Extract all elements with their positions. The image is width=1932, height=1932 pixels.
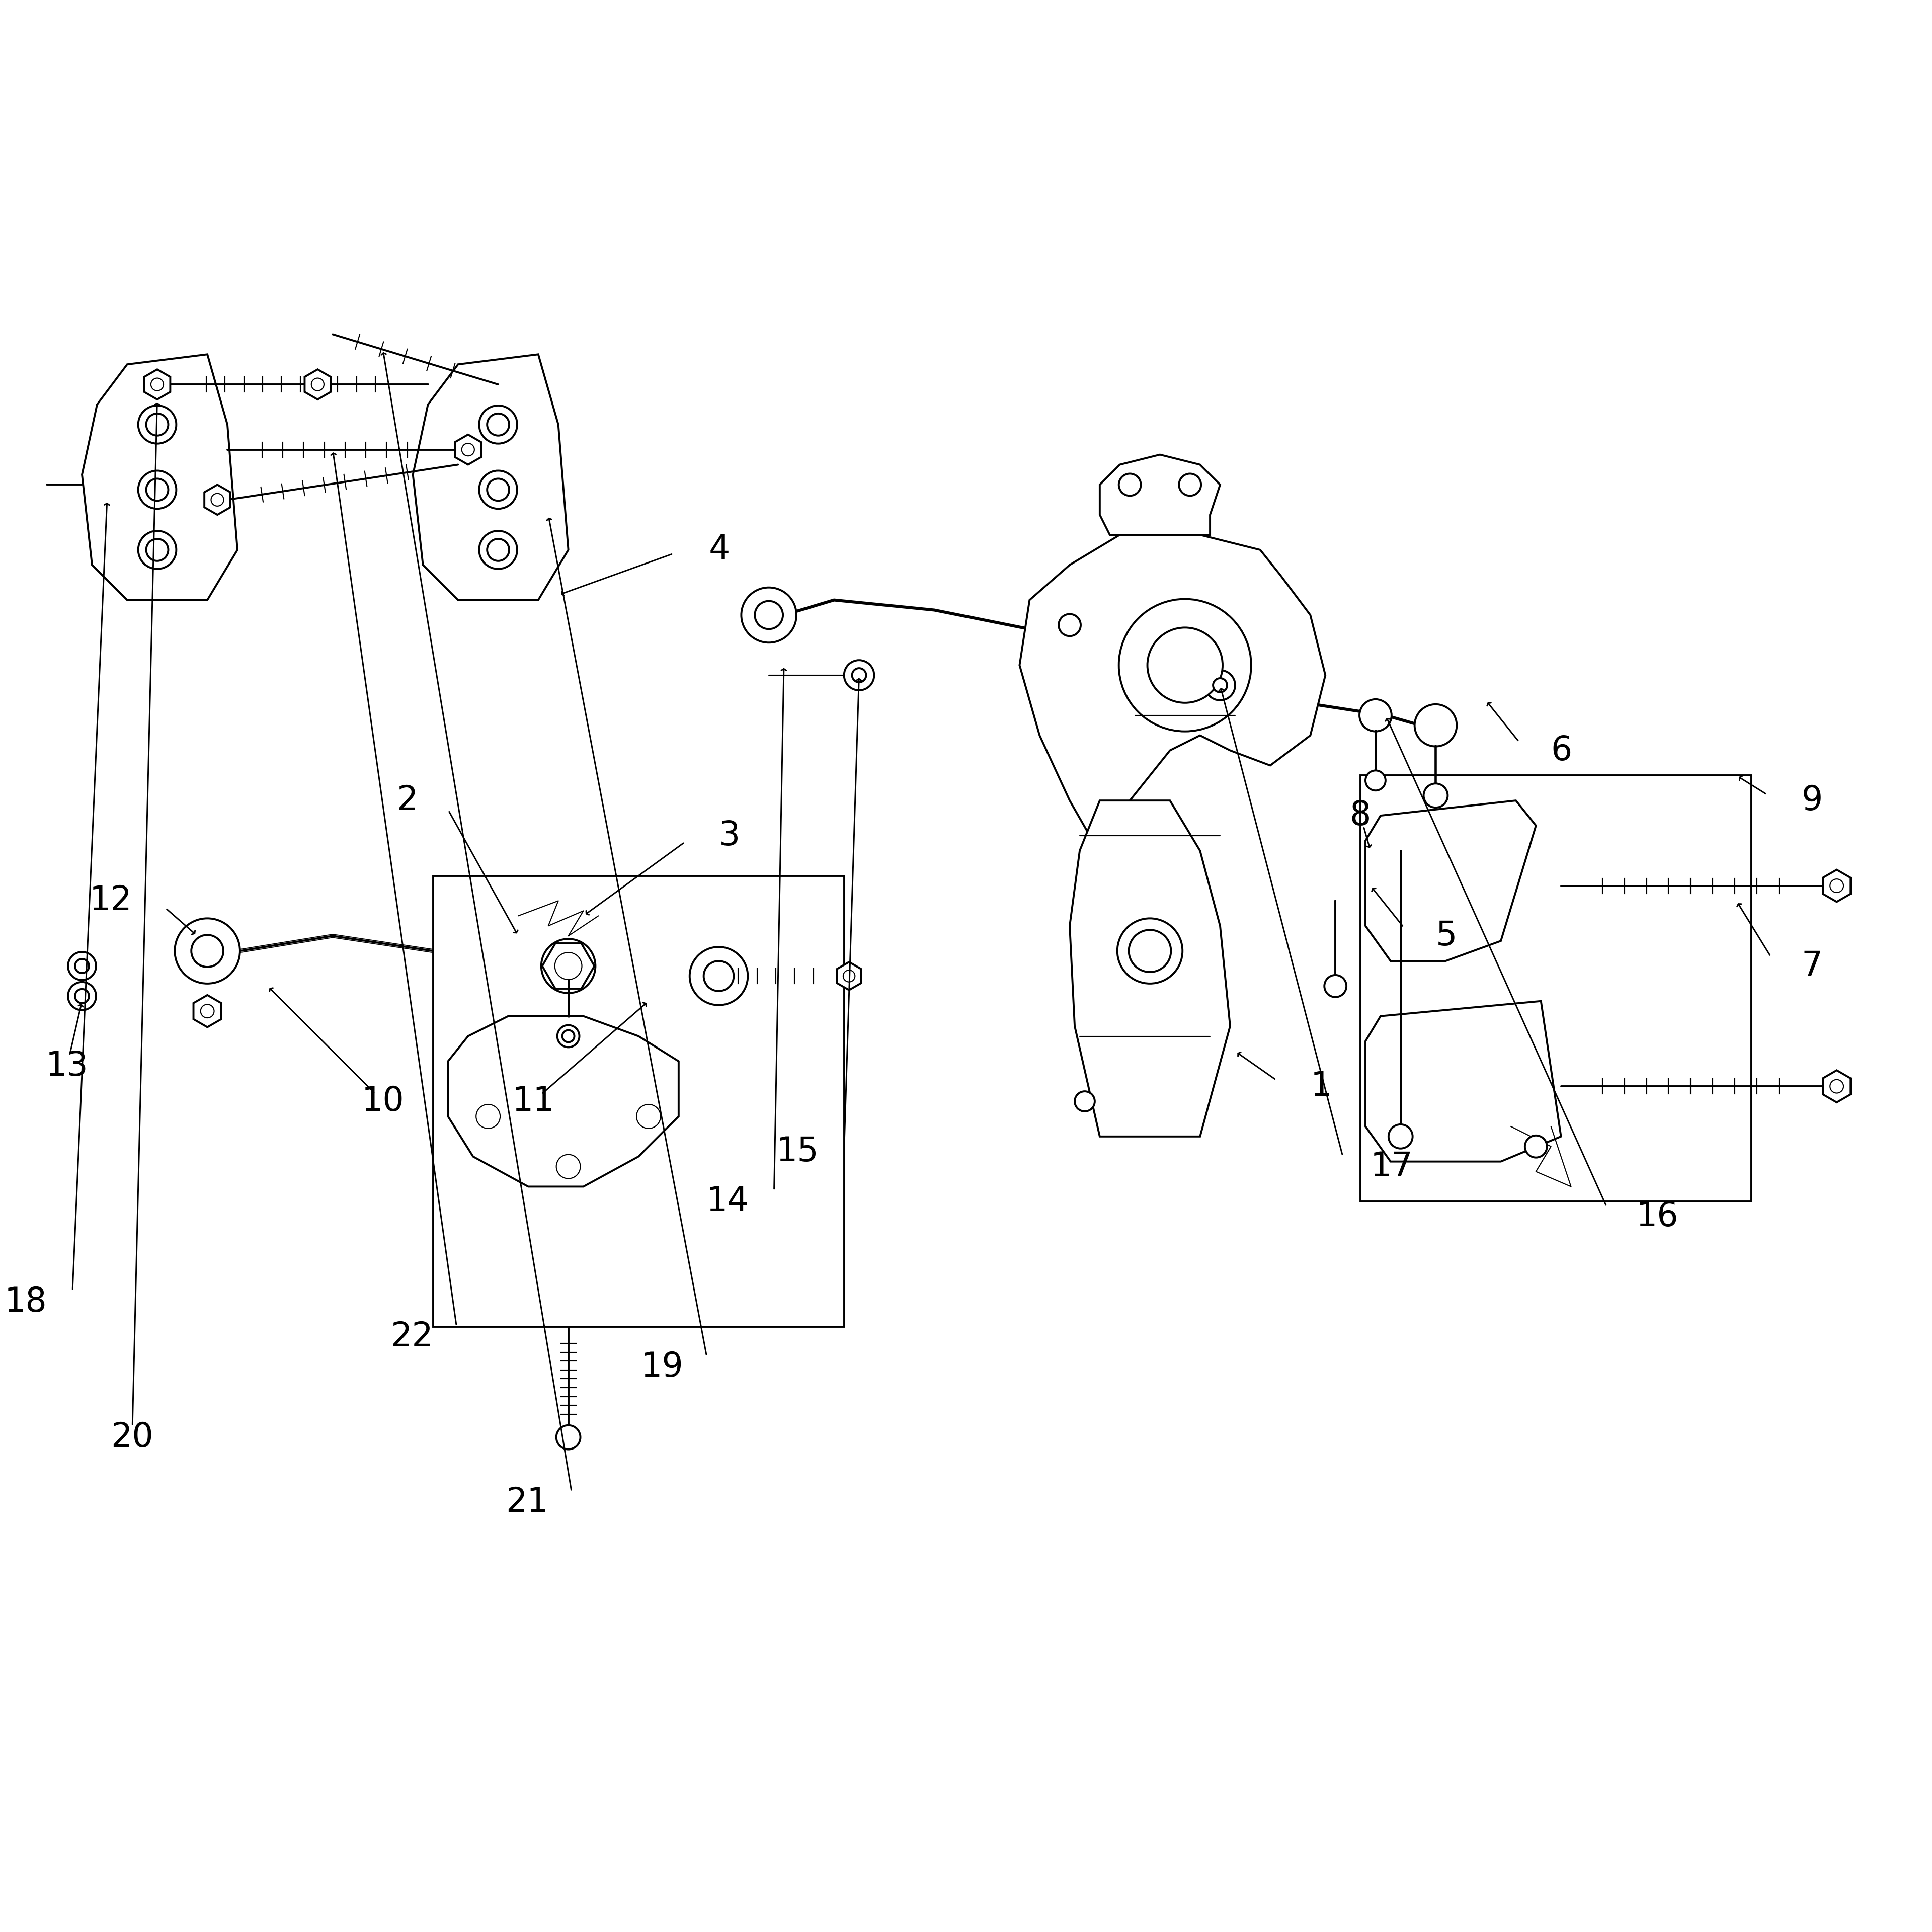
Circle shape	[147, 539, 168, 560]
Circle shape	[1524, 1136, 1548, 1157]
Circle shape	[139, 531, 176, 568]
Polygon shape	[193, 995, 222, 1028]
Circle shape	[479, 471, 518, 508]
Circle shape	[1119, 473, 1142, 497]
Circle shape	[636, 1105, 661, 1128]
Circle shape	[147, 413, 168, 435]
Text: 12: 12	[89, 885, 131, 918]
Polygon shape	[1366, 1001, 1561, 1161]
Circle shape	[556, 1155, 580, 1179]
Circle shape	[690, 947, 748, 1005]
Text: 11: 11	[512, 1084, 554, 1119]
Text: 4: 4	[709, 533, 730, 566]
Circle shape	[1128, 929, 1171, 972]
Circle shape	[1389, 1124, 1412, 1148]
Text: 5: 5	[1435, 920, 1457, 952]
Polygon shape	[305, 369, 330, 400]
Text: 17: 17	[1370, 1150, 1412, 1182]
Circle shape	[742, 587, 796, 643]
Text: 16: 16	[1636, 1200, 1679, 1233]
Text: 20: 20	[110, 1420, 153, 1455]
Circle shape	[462, 442, 475, 456]
Circle shape	[1323, 976, 1347, 997]
Text: 9: 9	[1803, 784, 1824, 817]
Circle shape	[211, 493, 224, 506]
Text: 19: 19	[641, 1350, 684, 1383]
Circle shape	[541, 939, 595, 993]
Circle shape	[311, 379, 325, 390]
Circle shape	[139, 406, 176, 444]
Polygon shape	[205, 485, 230, 514]
Polygon shape	[81, 354, 238, 601]
Polygon shape	[145, 369, 170, 400]
Circle shape	[147, 479, 168, 500]
Polygon shape	[1070, 800, 1231, 1136]
Circle shape	[844, 661, 873, 690]
Text: 18: 18	[4, 1285, 46, 1318]
Circle shape	[1119, 599, 1252, 732]
Text: 22: 22	[390, 1320, 433, 1354]
Bar	[1360, 775, 1752, 1202]
Circle shape	[475, 1105, 500, 1128]
Polygon shape	[837, 962, 862, 989]
Text: 1: 1	[1310, 1070, 1331, 1103]
Circle shape	[852, 668, 866, 682]
Circle shape	[562, 1030, 574, 1041]
Text: 7: 7	[1803, 949, 1824, 983]
Circle shape	[556, 1026, 580, 1047]
Text: 6: 6	[1551, 734, 1573, 767]
Circle shape	[1074, 1092, 1095, 1111]
Circle shape	[68, 981, 97, 1010]
Circle shape	[1059, 614, 1080, 636]
Circle shape	[487, 539, 510, 560]
Circle shape	[1206, 670, 1235, 699]
Text: 14: 14	[705, 1184, 750, 1219]
Circle shape	[479, 406, 518, 444]
Circle shape	[68, 952, 97, 980]
Circle shape	[556, 1426, 580, 1449]
Circle shape	[1830, 1080, 1843, 1094]
Bar	[433, 875, 844, 1327]
Text: 10: 10	[361, 1084, 404, 1119]
Circle shape	[1213, 678, 1227, 692]
Circle shape	[139, 471, 176, 508]
Text: 15: 15	[777, 1134, 819, 1169]
Circle shape	[151, 379, 164, 390]
Circle shape	[1830, 879, 1843, 893]
Circle shape	[1117, 918, 1182, 983]
Circle shape	[703, 960, 734, 991]
Text: 3: 3	[719, 819, 740, 852]
Text: 13: 13	[46, 1049, 89, 1082]
Circle shape	[842, 970, 856, 981]
Text: 8: 8	[1350, 800, 1372, 833]
Polygon shape	[1824, 1070, 1851, 1103]
Polygon shape	[1366, 800, 1536, 960]
Circle shape	[487, 479, 510, 500]
Circle shape	[1179, 473, 1202, 497]
Circle shape	[1148, 628, 1223, 703]
Circle shape	[487, 413, 510, 435]
Circle shape	[174, 918, 240, 983]
Polygon shape	[413, 354, 568, 601]
Circle shape	[1424, 784, 1447, 808]
Polygon shape	[448, 1016, 678, 1186]
Polygon shape	[1020, 535, 1325, 837]
Circle shape	[75, 989, 89, 1003]
Text: 2: 2	[396, 784, 417, 817]
Polygon shape	[456, 435, 481, 466]
Text: 21: 21	[506, 1486, 549, 1519]
Circle shape	[1360, 699, 1391, 732]
Circle shape	[1366, 771, 1385, 790]
Polygon shape	[1824, 869, 1851, 902]
Circle shape	[1414, 705, 1457, 746]
Circle shape	[201, 1005, 214, 1018]
Circle shape	[755, 601, 782, 630]
Polygon shape	[1099, 454, 1221, 535]
Circle shape	[554, 952, 582, 980]
Circle shape	[191, 935, 224, 968]
Circle shape	[479, 531, 518, 568]
Circle shape	[75, 958, 89, 974]
